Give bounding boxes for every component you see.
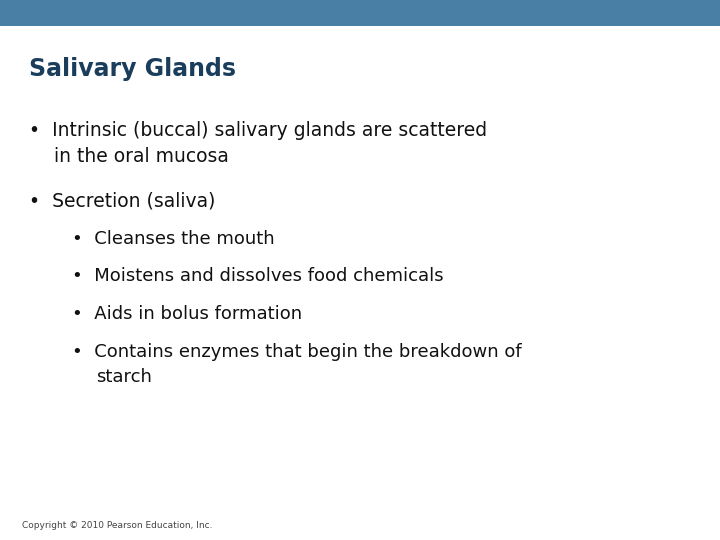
Text: •  Moistens and dissolves food chemicals: • Moistens and dissolves food chemicals xyxy=(72,267,444,285)
Bar xyxy=(0,0,720,26)
Text: •  Intrinsic (buccal) salivary glands are scattered: • Intrinsic (buccal) salivary glands are… xyxy=(29,122,487,140)
Text: Copyright © 2010 Pearson Education, Inc.: Copyright © 2010 Pearson Education, Inc. xyxy=(22,521,212,530)
Text: •  Aids in bolus formation: • Aids in bolus formation xyxy=(72,305,302,323)
Text: •  Contains enzymes that begin the breakdown of: • Contains enzymes that begin the breakd… xyxy=(72,343,521,361)
Text: •  Cleanses the mouth: • Cleanses the mouth xyxy=(72,230,274,247)
Text: starch: starch xyxy=(96,368,152,386)
Text: Salivary Glands: Salivary Glands xyxy=(29,57,236,80)
Text: in the oral mucosa: in the oral mucosa xyxy=(54,147,229,166)
Text: •  Secretion (saliva): • Secretion (saliva) xyxy=(29,192,215,211)
